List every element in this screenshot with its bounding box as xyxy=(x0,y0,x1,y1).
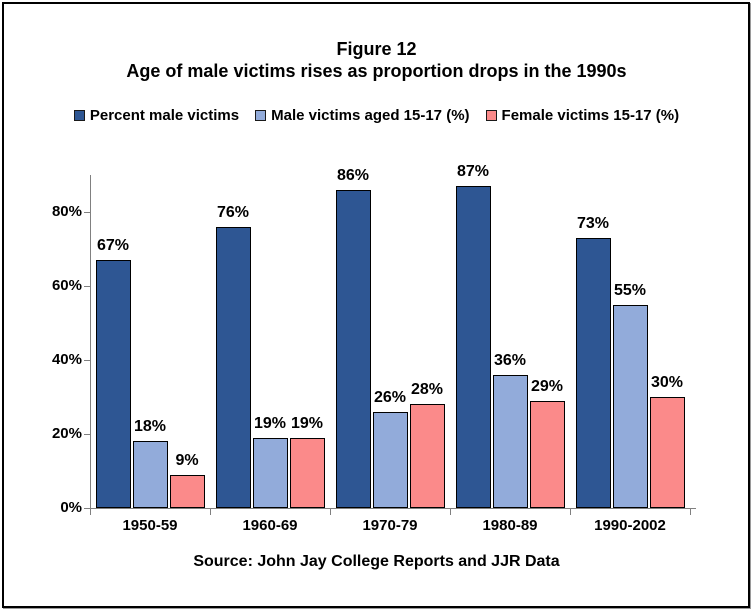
y-axis-tick-label: 20% xyxy=(51,425,82,442)
legend-swatch-icon xyxy=(73,110,85,121)
x-axis-tick xyxy=(570,509,571,515)
y-axis-tick-label: 60% xyxy=(51,277,82,294)
bar xyxy=(132,441,168,508)
bar-value-label: 73% xyxy=(576,214,610,232)
chart-title: Figure 12 xyxy=(336,39,417,59)
y-axis-tick xyxy=(84,286,90,287)
category-label: 1990-2002 xyxy=(594,517,666,534)
legend-label: Male victims aged 15-17 (%) xyxy=(271,107,470,124)
x-axis-tick xyxy=(690,509,691,515)
legend-label: Percent male victims xyxy=(89,107,240,124)
bar-value-label: 67% xyxy=(96,237,130,255)
bar-value-label: 19% xyxy=(253,414,287,432)
x-axis-tick xyxy=(330,509,331,515)
legend-item: Male victims aged 15-17 (%) xyxy=(255,107,470,124)
y-axis-tick-label: 40% xyxy=(51,351,82,368)
legend-item: Female victims 15-17 (%) xyxy=(485,107,680,124)
legend-label: Female victims 15-17 (%) xyxy=(501,107,680,124)
category-label: 1970-79 xyxy=(362,517,418,534)
bar-value-label: 19% xyxy=(290,414,324,432)
chart-source: Source: John Jay College Reports and JJR… xyxy=(193,553,560,570)
x-axis-tick xyxy=(90,509,91,515)
bar xyxy=(612,304,648,508)
y-axis-line xyxy=(90,175,91,508)
bar xyxy=(215,226,251,508)
bar xyxy=(492,374,528,508)
chart-legend: Percent male victims Male victims aged 15… xyxy=(0,107,753,124)
legend-swatch-icon xyxy=(485,110,497,121)
bar xyxy=(409,404,445,508)
bar-value-label: 36% xyxy=(493,351,527,369)
bar xyxy=(289,437,325,508)
bar-value-label: 30% xyxy=(650,374,684,391)
bar-value-label: 29% xyxy=(530,377,564,395)
bar-value-label: 55% xyxy=(613,281,647,299)
y-axis-tick xyxy=(84,434,90,435)
bar-value-label: 9% xyxy=(175,451,199,469)
bar xyxy=(252,437,288,508)
bar xyxy=(95,260,131,508)
x-axis-line xyxy=(90,508,696,509)
category-label: 1960-69 xyxy=(242,517,298,534)
legend-swatch-icon xyxy=(255,110,267,121)
x-axis-tick xyxy=(450,509,451,515)
bar xyxy=(649,397,685,508)
bar-value-label: 28% xyxy=(410,381,444,399)
bar xyxy=(169,474,205,508)
y-axis-tick xyxy=(84,508,90,509)
bar xyxy=(335,189,371,508)
bar-value-label: 26% xyxy=(373,388,407,406)
x-axis-tick xyxy=(210,509,211,515)
bar xyxy=(455,186,491,508)
category-label: 1980-89 xyxy=(482,517,538,534)
y-axis-tick-label: 80% xyxy=(51,203,82,220)
bar-value-label: 76% xyxy=(216,203,250,221)
chart-subtitle: Age of male victims rises as proportion … xyxy=(126,61,627,81)
y-axis-tick xyxy=(84,212,90,213)
chart-title-block: Figure 12 Age of male victims rises as p… xyxy=(0,38,753,82)
bar xyxy=(372,411,408,508)
bar-value-label: 86% xyxy=(336,166,370,184)
y-axis-tick-label: 0% xyxy=(60,499,82,516)
bar-value-label: 18% xyxy=(133,418,167,436)
bar xyxy=(529,400,565,508)
category-label: 1950-59 xyxy=(122,517,178,534)
legend-item: Percent male victims xyxy=(73,107,240,124)
y-axis-tick xyxy=(84,360,90,361)
bar xyxy=(575,237,611,508)
bar-value-label: 87% xyxy=(456,163,490,181)
